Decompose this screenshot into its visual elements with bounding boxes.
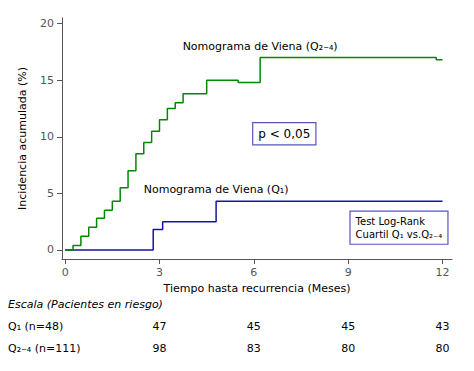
- svg-text:98: 98: [153, 342, 167, 355]
- svg-text:0: 0: [47, 243, 54, 256]
- svg-text:Nomograma de Viena (Q₂₋₄): Nomograma de Viena (Q₂₋₄): [183, 40, 338, 53]
- svg-text:10: 10: [40, 130, 54, 143]
- svg-text:5: 5: [47, 187, 54, 200]
- svg-text:83: 83: [247, 342, 261, 355]
- svg-text:Incidencia acumulada (%): Incidencia acumulada (%): [16, 67, 29, 210]
- svg-text:45: 45: [341, 320, 355, 333]
- svg-text:Nomograma de Viena (Q₁): Nomograma de Viena (Q₁): [144, 183, 289, 196]
- svg-text:12: 12: [436, 266, 450, 279]
- svg-text:Escala (Pacientes en riesgo): Escala (Pacientes en riesgo): [8, 298, 163, 311]
- svg-text:Cuartil Q₁ vs.Q₂₋₄: Cuartil Q₁ vs.Q₂₋₄: [356, 229, 443, 240]
- svg-text:45: 45: [247, 320, 261, 333]
- svg-text:p < 0,05: p < 0,05: [258, 127, 310, 141]
- svg-text:15: 15: [40, 74, 54, 87]
- svg-text:20: 20: [40, 17, 54, 30]
- svg-text:0: 0: [62, 266, 69, 279]
- svg-text:Test Log-Rank: Test Log-Rank: [355, 216, 426, 227]
- svg-text:43: 43: [436, 320, 450, 333]
- svg-text:Q₁ (n=48): Q₁ (n=48): [8, 320, 63, 333]
- svg-text:80: 80: [341, 342, 355, 355]
- svg-text:6: 6: [250, 266, 257, 279]
- svg-text:Q₂₋₄ (n=111): Q₂₋₄ (n=111): [8, 342, 81, 355]
- svg-text:3: 3: [156, 266, 163, 279]
- svg-text:47: 47: [153, 320, 167, 333]
- svg-text:Tiempo hasta recurrencia (Mese: Tiempo hasta recurrencia (Meses): [163, 282, 351, 295]
- svg-text:80: 80: [436, 342, 450, 355]
- svg-text:9: 9: [345, 266, 352, 279]
